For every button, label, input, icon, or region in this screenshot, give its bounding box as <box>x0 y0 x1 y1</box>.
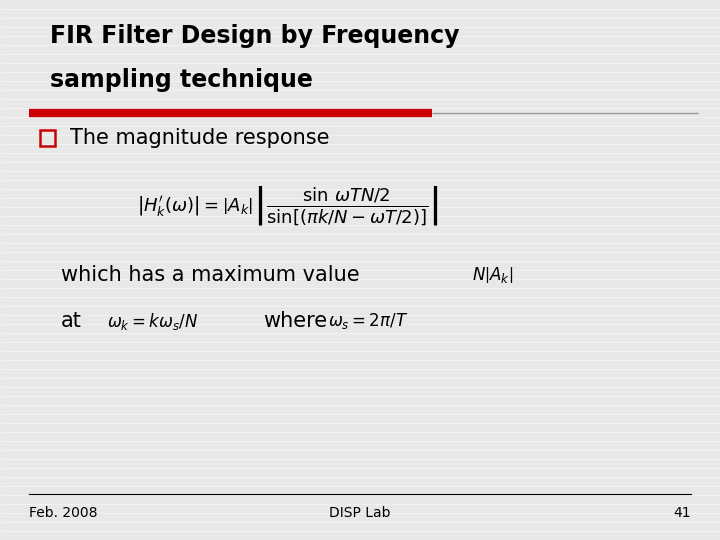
Text: $\omega_s = 2\pi / T$: $\omega_s = 2\pi / T$ <box>328 311 408 332</box>
Text: sampling technique: sampling technique <box>50 68 313 91</box>
Text: 41: 41 <box>674 506 691 520</box>
Text: DISP Lab: DISP Lab <box>329 506 391 520</box>
Text: at: at <box>61 311 82 332</box>
Text: $\omega_k = k\omega_s / N$: $\omega_k = k\omega_s / N$ <box>107 311 198 332</box>
Text: $\left|H_k^{\prime}(\omega)\right| = \left|A_k\right|\left|\dfrac{\sin\,\omega T: $\left|H_k^{\prime}(\omega)\right| = \le… <box>138 184 438 227</box>
Text: which has a maximum value: which has a maximum value <box>61 265 360 286</box>
Text: The magnitude response: The magnitude response <box>70 127 329 148</box>
Text: FIR Filter Design by Frequency: FIR Filter Design by Frequency <box>50 24 460 48</box>
Text: Feb. 2008: Feb. 2008 <box>29 506 97 520</box>
Text: where: where <box>263 311 327 332</box>
Text: $N\left|A_k\right|$: $N\left|A_k\right|$ <box>472 265 513 286</box>
